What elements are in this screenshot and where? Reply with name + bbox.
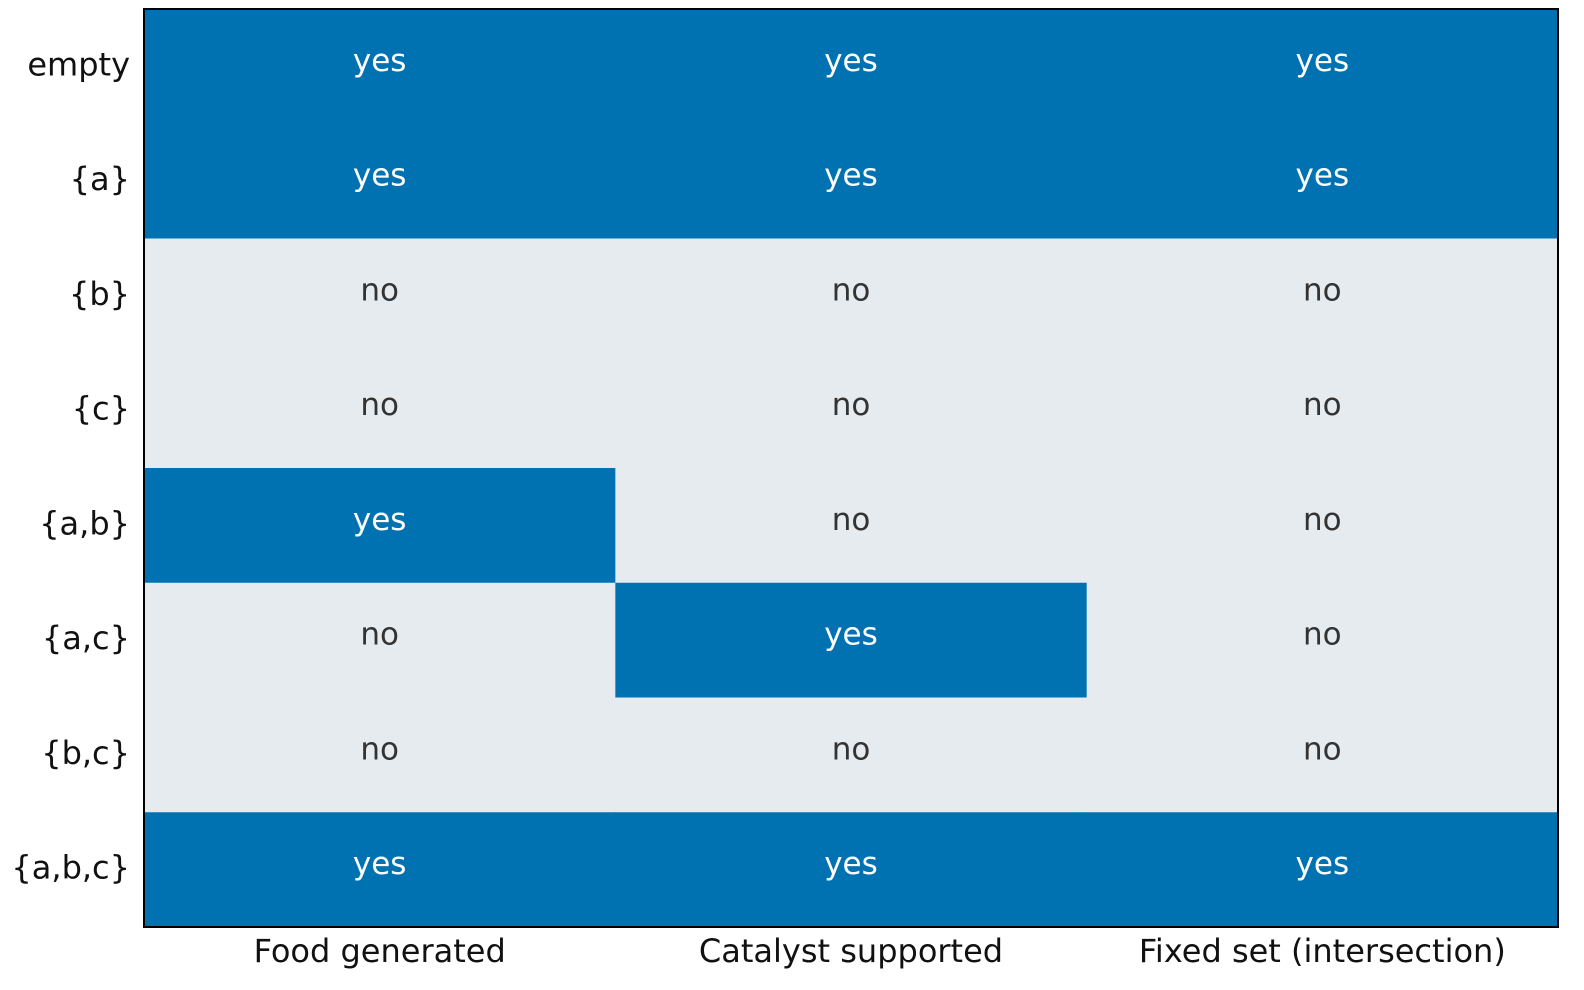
cell: [144, 582, 616, 698]
cell-label: no: [832, 502, 871, 538]
column-label: Catalyst supported: [699, 932, 1003, 970]
cell-label: yes: [1296, 158, 1350, 194]
cell: [1086, 238, 1559, 354]
cell: [144, 9, 616, 125]
cell-label: yes: [824, 846, 878, 882]
cell: [1086, 582, 1559, 698]
column-label: Fixed set (intersection): [1139, 932, 1506, 970]
column-label: Food generated: [254, 932, 506, 970]
cell: [1086, 123, 1559, 239]
cell: [1086, 697, 1559, 813]
row-label: {b}: [69, 275, 130, 313]
cell: [144, 697, 616, 813]
cell: [615, 9, 1088, 125]
cell: [144, 812, 616, 928]
cell-label: no: [1303, 502, 1342, 538]
row-label: empty: [27, 45, 130, 83]
cell-label: no: [1303, 387, 1342, 423]
cell: [615, 468, 1088, 584]
cell-label: yes: [824, 158, 878, 194]
cell-label: no: [1303, 272, 1342, 308]
cell-label: yes: [824, 617, 878, 653]
cell-label: yes: [1296, 43, 1350, 79]
cell-label: yes: [353, 846, 407, 882]
row-label: {a,b}: [39, 504, 130, 542]
cell-label: yes: [353, 502, 407, 538]
cell: [144, 468, 616, 584]
cell: [615, 123, 1088, 239]
row-label: {a,c}: [42, 619, 130, 657]
cell-label: yes: [353, 158, 407, 194]
cell-label: no: [832, 731, 871, 767]
row-label: {a,b,c}: [11, 849, 130, 887]
cell-label: no: [1303, 731, 1342, 767]
cell-label: no: [832, 387, 871, 423]
row-label: {c}: [72, 390, 130, 428]
cell-label: no: [360, 272, 399, 308]
cell: [615, 238, 1088, 354]
cell: [144, 238, 616, 354]
cell-label: no: [360, 617, 399, 653]
cell: [144, 353, 616, 469]
cell: [615, 812, 1088, 928]
cell: [1086, 9, 1559, 125]
cell: [615, 353, 1088, 469]
cell-label: yes: [353, 43, 407, 79]
cell: [1086, 353, 1559, 469]
cell-label: no: [832, 272, 871, 308]
cell-label: yes: [824, 43, 878, 79]
cell: [615, 697, 1088, 813]
cell: [615, 582, 1088, 698]
plot-frame: [143, 8, 1559, 928]
cell-label: no: [1303, 617, 1342, 653]
cell: [144, 123, 616, 239]
cell: [1086, 468, 1559, 584]
cell-label: no: [360, 387, 399, 423]
row-label: {b,c}: [41, 734, 130, 772]
cell: [1086, 812, 1559, 928]
cell-label: no: [360, 731, 399, 767]
row-label: {a}: [70, 160, 130, 198]
cell-label: yes: [1296, 846, 1350, 882]
